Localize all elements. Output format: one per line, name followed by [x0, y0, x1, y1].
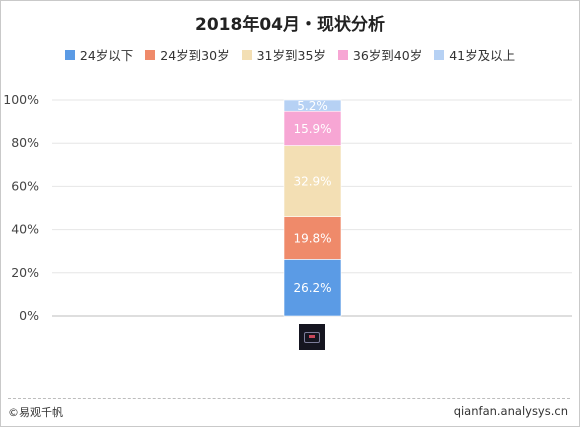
footer-source: ©易观千帆: [8, 406, 63, 419]
data-label: 32.9%: [293, 175, 331, 189]
legend-label-41-plus: 41岁及以上: [449, 48, 516, 63]
y-tick-label: 40%: [11, 222, 39, 237]
data-label: 5.2%: [297, 99, 328, 113]
bar-segment: [283, 145, 342, 217]
legend: 24岁以下 24岁到30岁 31岁到35岁 36岁到40岁 41岁及以上: [0, 45, 580, 64]
legend-item-31-35[interactable]: 31岁到35岁: [241, 45, 326, 64]
y-tick-label: 100%: [3, 92, 39, 107]
data-label: 19.8%: [293, 232, 331, 246]
legend-swatch-under-24: [64, 49, 75, 60]
legend-label-36-40: 36岁到40岁: [352, 48, 423, 63]
bar-segment: [283, 216, 342, 260]
bar-segment: [283, 99, 342, 112]
legend-swatch-36-40: [337, 49, 348, 60]
legend-item-under-24[interactable]: 24岁以下: [64, 45, 134, 64]
legend-item-36-40[interactable]: 36岁到40岁: [337, 45, 423, 64]
y-tick-label: 60%: [11, 178, 39, 193]
data-label: 26.2%: [293, 281, 331, 295]
data-label: 15.9%: [293, 122, 331, 136]
legend-swatch-24-30: [145, 49, 156, 60]
legend-swatch-41-plus: [434, 49, 445, 60]
legend-label-24-30: 24岁到30岁: [160, 48, 230, 63]
legend-item-24-30[interactable]: 24岁到30岁: [145, 45, 230, 64]
legend-swatch-31-35: [241, 49, 252, 60]
app-icon-glyph: [304, 331, 320, 343]
y-tick-label: 80%: [11, 135, 39, 150]
legend-label-31-35: 31岁到35岁: [256, 48, 326, 63]
y-tick-label: 0%: [19, 308, 39, 323]
y-tick-label: 20%: [11, 265, 39, 280]
footer-website[interactable]: qianfan.analysys.cn: [453, 404, 568, 418]
bar-segment: [283, 259, 342, 317]
legend-item-41-plus[interactable]: 41岁及以上: [434, 45, 515, 64]
chart-title: 2018年04月・现状分析: [195, 15, 385, 35]
legend-label-under-24: 24岁以下: [79, 48, 134, 63]
footer-divider: [8, 398, 570, 399]
app-icon: [299, 324, 325, 350]
